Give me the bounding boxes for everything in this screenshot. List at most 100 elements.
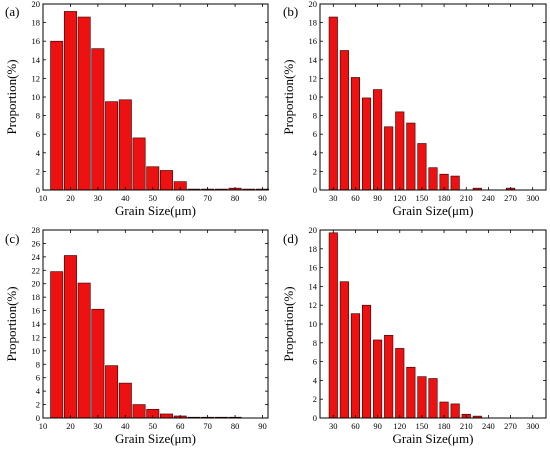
- x-tick-label: 80: [231, 421, 240, 431]
- y-tick-label: 0: [36, 185, 40, 195]
- x-tick-label: 150: [416, 421, 429, 431]
- x-tick-label: 40: [121, 193, 130, 203]
- bar: [361, 97, 372, 191]
- bar: [50, 40, 64, 191]
- y-tick-label: 24: [32, 252, 41, 262]
- y-tick-label: 20: [309, 0, 318, 9]
- y-tick-label: 0: [313, 413, 317, 423]
- y-tick-label: 4: [36, 386, 41, 396]
- x-tick-label: 10: [39, 193, 48, 203]
- x-tick-label: 80: [231, 193, 240, 203]
- bar: [350, 77, 360, 191]
- y-tick-label: 28: [32, 225, 41, 235]
- bar: [328, 16, 338, 191]
- x-tick-label: 240: [482, 193, 495, 203]
- x-tick-label: 50: [149, 421, 158, 431]
- panel-label: (c): [5, 231, 19, 246]
- x-tick-label: 90: [373, 421, 382, 431]
- bar: [395, 111, 405, 191]
- y-tick-label: 2: [313, 166, 317, 176]
- bar: [406, 122, 416, 191]
- panel-label: (d): [283, 231, 298, 246]
- bar: [373, 339, 383, 419]
- panel-label: (b): [283, 4, 298, 19]
- chart-panel-b: 0 2 4 6 8 10 12 14 16 18 20 30 60 90 120 150 180 210 240 27…: [281, 0, 547, 218]
- bar: [428, 167, 438, 191]
- y-axis-title: Proportion(%): [281, 286, 296, 361]
- bar: [63, 255, 77, 419]
- x-tick-label: 180: [438, 421, 451, 431]
- y-tick-label: 14: [309, 281, 318, 291]
- x-tick-label: 30: [94, 193, 103, 203]
- x-tick-label: 270: [504, 193, 517, 203]
- bar: [428, 378, 438, 419]
- x-tick-label: 150: [416, 193, 429, 203]
- bar: [361, 304, 372, 419]
- x-tick-label: 60: [176, 193, 185, 203]
- bar: [450, 175, 460, 191]
- bar: [105, 365, 119, 419]
- x-tick-label: 300: [526, 421, 539, 431]
- y-tick-label: 8: [313, 111, 317, 121]
- y-tick-label: 8: [36, 359, 40, 369]
- x-tick-label: 120: [393, 193, 406, 203]
- bar: [395, 348, 405, 419]
- chart-panel-d: 0 2 4 6 8 10 12 14 16 18 20 30 60 90 120 150 180 210 240 27…: [281, 225, 547, 446]
- y-axis-title: Proportion(%): [4, 59, 19, 134]
- y-tick-label: 10: [309, 319, 318, 329]
- y-tick-label: 20: [32, 279, 41, 289]
- y-tick-label: 8: [36, 111, 40, 121]
- y-tick-label: 16: [309, 263, 318, 273]
- x-tick-label: 30: [329, 421, 338, 431]
- x-tick-label: 210: [460, 421, 473, 431]
- y-tick-label: 12: [32, 332, 41, 342]
- x-tick-label: 70: [203, 421, 212, 431]
- x-tick-label: 10: [39, 421, 48, 431]
- y-tick-label: 10: [32, 92, 41, 102]
- bar: [132, 404, 146, 419]
- y-tick-label: 0: [313, 185, 317, 195]
- x-tick-label: 240: [482, 421, 495, 431]
- bar: [77, 16, 91, 191]
- x-tick-label: 210: [460, 193, 473, 203]
- x-tick-label: 120: [393, 421, 406, 431]
- x-axis-title: Grain Size(μm): [393, 203, 474, 218]
- y-tick-label: 16: [32, 36, 41, 46]
- y-tick-label: 2: [36, 400, 40, 410]
- bar: [373, 89, 383, 191]
- y-tick-label: 12: [309, 300, 318, 310]
- x-tick-label: 300: [526, 193, 539, 203]
- y-tick-label: 8: [313, 338, 317, 348]
- panel-label: (a): [5, 4, 19, 19]
- x-tick-label: 270: [504, 421, 517, 431]
- x-tick-label: 70: [203, 193, 212, 203]
- x-axis-title: Grain Size(μm): [115, 431, 196, 446]
- bar: [350, 313, 360, 419]
- bar: [384, 126, 394, 191]
- bar: [417, 143, 427, 191]
- x-axis-title: Grain Size(μm): [115, 203, 196, 218]
- y-axis-title: Proportion(%): [4, 286, 19, 361]
- bar: [384, 334, 394, 419]
- y-tick-label: 2: [36, 166, 40, 176]
- bar: [105, 101, 119, 191]
- x-tick-label: 20: [66, 193, 75, 203]
- bar: [77, 282, 91, 419]
- y-tick-label: 18: [309, 18, 318, 28]
- bar: [91, 48, 105, 191]
- bar: [118, 382, 132, 419]
- bar: [339, 50, 349, 191]
- y-tick-label: 18: [32, 18, 41, 28]
- y-tick-label: 6: [36, 373, 40, 383]
- y-tick-label: 10: [309, 92, 318, 102]
- x-tick-label: 180: [438, 193, 451, 203]
- bar: [450, 403, 460, 419]
- y-tick-label: 20: [309, 225, 318, 235]
- bar: [132, 137, 146, 191]
- y-tick-label: 26: [32, 238, 41, 248]
- y-tick-label: 4: [313, 375, 318, 385]
- y-tick-label: 12: [309, 73, 318, 83]
- x-tick-label: 60: [176, 421, 185, 431]
- y-tick-label: 6: [313, 129, 317, 139]
